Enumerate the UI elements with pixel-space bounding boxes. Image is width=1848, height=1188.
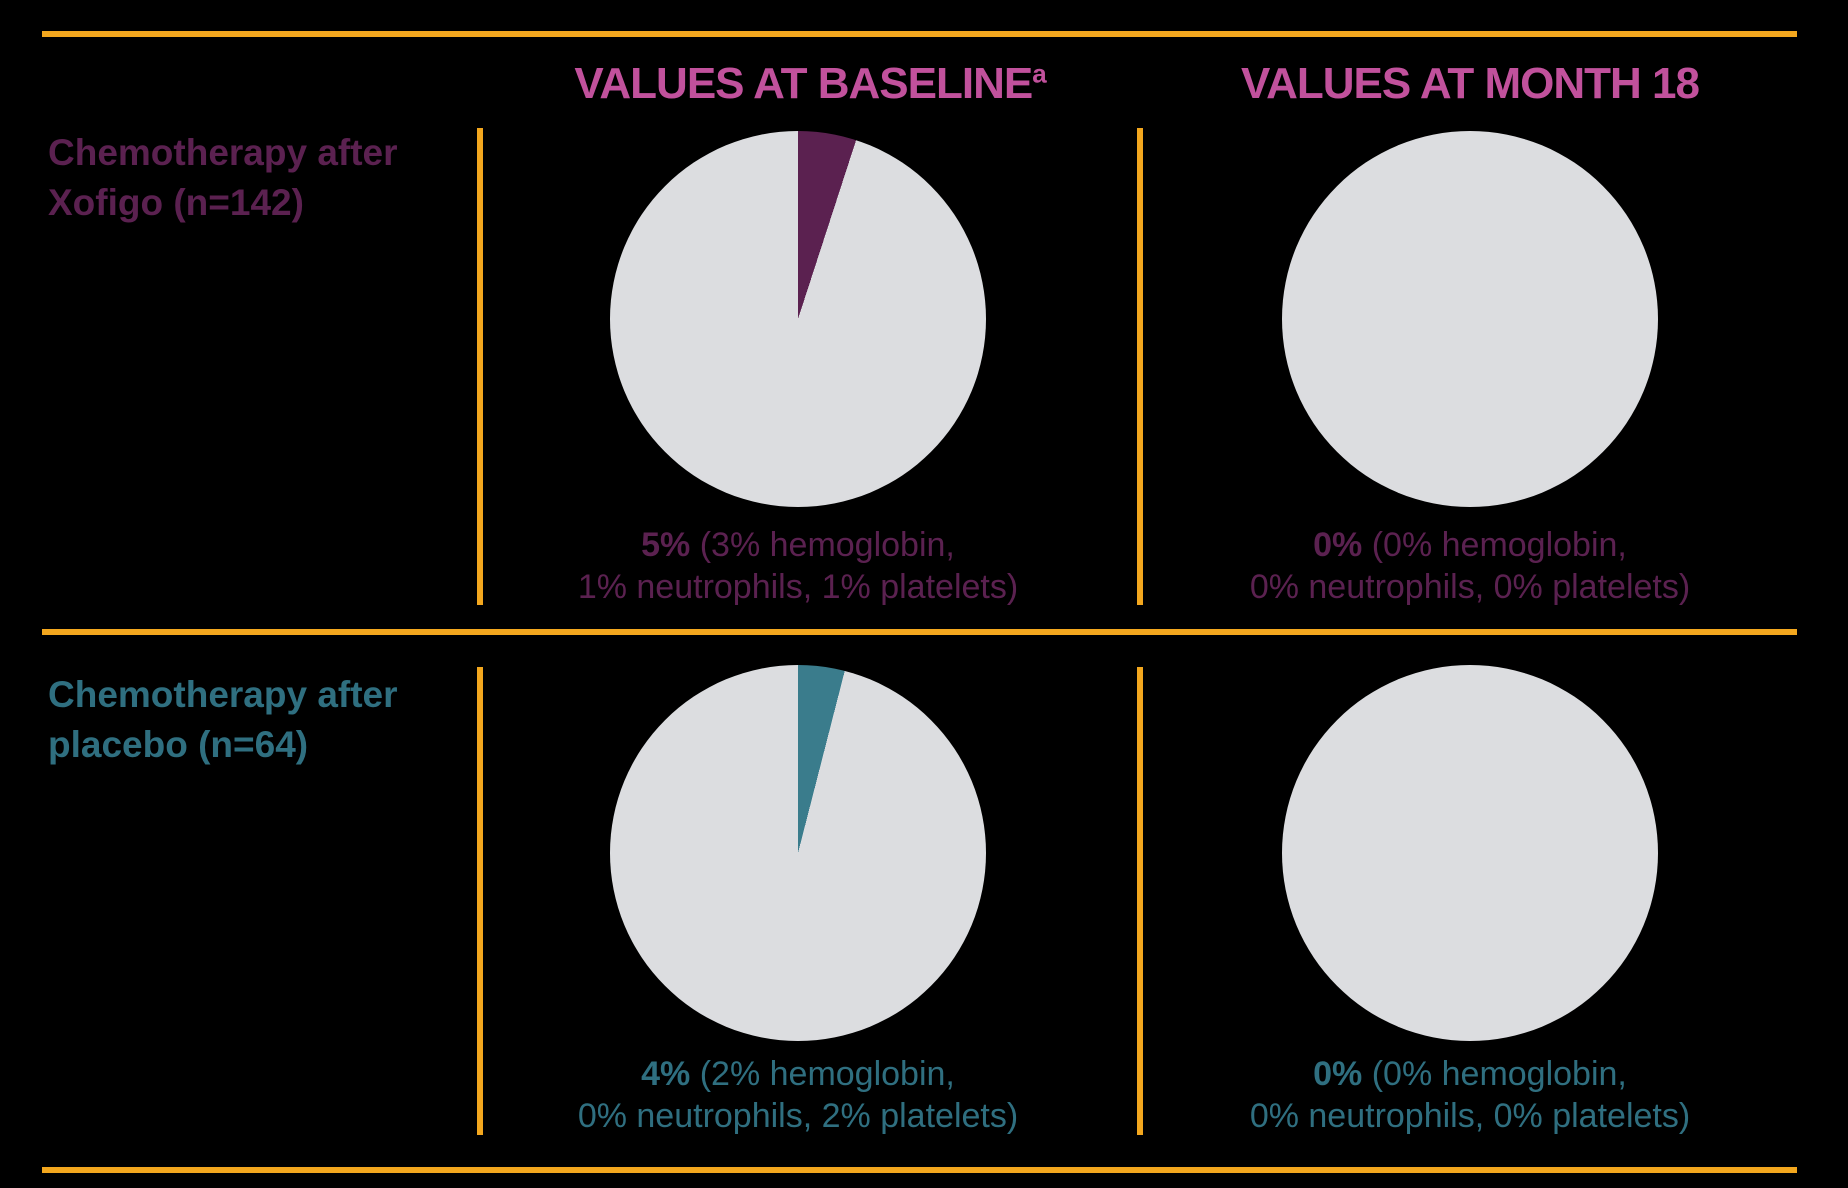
- caption-xofigo-month18-line2: 0% neutrophils, 0% platelets): [1249, 568, 1691, 606]
- row2-middle-vertical-rule: [1137, 667, 1143, 1135]
- row-label-xofigo-line2: Xofigo (n=142): [48, 181, 304, 223]
- row-label-xofigo: Chemotherapy after Xofigo (n=142): [48, 128, 468, 228]
- caption-placebo-month18: 0% (0% hemoglobin, 0% neutrophils, 0% pl…: [1170, 1053, 1770, 1137]
- bottom-divider-rule: [42, 1167, 1797, 1173]
- column-header-baseline-text: VALUES AT BASELINE: [574, 59, 1033, 108]
- column-header-month18: VALUES AT MONTH 18: [1140, 62, 1800, 106]
- caption-placebo-month18-line1: 0% (0% hemoglobin,: [1313, 1055, 1627, 1093]
- caption-placebo-baseline-line1: 4% (2% hemoglobin,: [641, 1055, 955, 1093]
- caption-xofigo-month18-percent: 0%: [1313, 526, 1363, 564]
- column-header-baseline: VALUES AT BASELINEa: [480, 59, 1140, 108]
- caption-placebo-month18-percent: 0%: [1313, 1055, 1363, 1093]
- pie-xofigo-month18: [1282, 131, 1658, 507]
- baseline-footnote-marker: a: [1032, 58, 1047, 89]
- caption-placebo-month18-line2: 0% neutrophils, 0% platelets): [1249, 1097, 1691, 1135]
- pie-xofigo-baseline: [610, 131, 986, 507]
- caption-xofigo-month18-line1: 0% (0% hemoglobin,: [1313, 526, 1627, 564]
- caption-placebo-baseline-percent: 4%: [641, 1055, 691, 1093]
- pie-placebo-month18: [1282, 665, 1658, 1041]
- middle-divider-rule: [42, 629, 1797, 635]
- row-label-placebo: Chemotherapy after placebo (n=64): [48, 670, 468, 770]
- top-divider-rule: [42, 31, 1797, 37]
- caption-xofigo-month18: 0% (0% hemoglobin, 0% neutrophils, 0% pl…: [1170, 524, 1770, 608]
- row-label-xofigo-line1: Chemotherapy after: [48, 132, 398, 173]
- caption-xofigo-baseline-line1: 5% (3% hemoglobin,: [641, 526, 955, 564]
- caption-xofigo-baseline: 5% (3% hemoglobin, 1% neutrophils, 1% pl…: [498, 524, 1098, 608]
- row2-left-vertical-rule: [477, 667, 483, 1135]
- caption-xofigo-baseline-percent: 5%: [641, 526, 691, 564]
- row-label-placebo-line2: placebo (n=64): [48, 723, 309, 765]
- caption-xofigo-baseline-line2: 1% neutrophils, 1% platelets): [577, 568, 1019, 606]
- column-header-month18-text: VALUES AT MONTH 18: [1241, 59, 1700, 108]
- caption-placebo-baseline-line2: 0% neutrophils, 2% platelets): [577, 1097, 1019, 1135]
- caption-placebo-baseline: 4% (2% hemoglobin, 0% neutrophils, 2% pl…: [498, 1053, 1098, 1137]
- row1-middle-vertical-rule: [1137, 128, 1143, 605]
- row-label-placebo-line1: Chemotherapy after: [48, 674, 398, 715]
- pie-placebo-baseline: [610, 665, 986, 1041]
- row1-left-vertical-rule: [477, 128, 483, 605]
